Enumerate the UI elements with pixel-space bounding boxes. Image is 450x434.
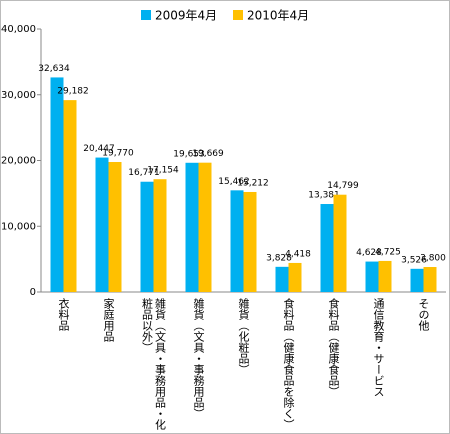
x-tick-label: 衣料品 — [57, 298, 70, 331]
bar — [153, 179, 167, 292]
y-tick-label: 10,000 — [1, 221, 36, 232]
x-tick-label: 雑貨（化粧品） — [237, 298, 250, 375]
x-tick-label: 家庭用品 — [102, 298, 115, 342]
legend-label: 2009年4月 — [155, 9, 217, 23]
bar — [185, 162, 199, 292]
bar — [50, 77, 64, 292]
value-label: 4,628 — [356, 248, 382, 258]
bar — [423, 267, 437, 292]
x-tick-label: 通信教育・サービス — [372, 298, 385, 397]
bar — [95, 157, 109, 292]
x-tick-label: 食料品（健康食品を除く） — [282, 298, 295, 430]
bar — [320, 204, 334, 292]
bar — [63, 100, 77, 292]
bar — [288, 262, 302, 292]
bar — [243, 191, 257, 292]
x-tick-label: 雑貨（文具・事務用品・化粧品以外） — [140, 298, 167, 430]
legend-swatch — [141, 10, 151, 20]
x-tick-label: 雑貨（文具・事務用品） — [192, 298, 205, 419]
bar — [275, 266, 289, 292]
value-label: 15,462 — [218, 177, 250, 187]
value-label: 15,212 — [237, 178, 269, 188]
value-label: 19,770 — [102, 149, 134, 159]
value-label: 16,771 — [128, 168, 160, 178]
value-label: 19,669 — [192, 149, 224, 159]
y-tick-label: 0 — [30, 287, 36, 298]
y-tick-label: 20,000 — [1, 156, 36, 167]
x-tick-label: その他 — [417, 298, 430, 331]
bar — [198, 162, 212, 292]
y-tick-label: 30,000 — [1, 90, 36, 101]
value-label: 29,182 — [57, 87, 89, 97]
value-label: 17,154 — [147, 166, 179, 176]
bar — [140, 181, 154, 292]
value-label: 4,418 — [285, 249, 311, 259]
legend-swatch — [233, 10, 243, 20]
value-label: 19,653 — [173, 149, 205, 159]
legend-label: 2010年4月 — [247, 9, 309, 23]
bar — [333, 194, 347, 292]
value-label: 20,447 — [83, 144, 115, 154]
x-tick-label: 食料品（健康食品） — [327, 298, 340, 397]
value-label: 32,634 — [38, 64, 70, 74]
value-label: 3,526 — [401, 255, 427, 265]
value-label: 4,725 — [375, 247, 401, 257]
bar — [230, 190, 244, 292]
value-label: 3,828 — [266, 253, 292, 263]
value-label: 3,800 — [420, 254, 446, 264]
value-label: 14,799 — [327, 181, 359, 191]
bar — [365, 261, 379, 292]
bar — [108, 162, 122, 292]
value-label: 13,381 — [308, 191, 340, 201]
bar — [378, 260, 392, 292]
y-tick-label: 40,000 — [1, 24, 36, 35]
bar — [410, 268, 424, 292]
